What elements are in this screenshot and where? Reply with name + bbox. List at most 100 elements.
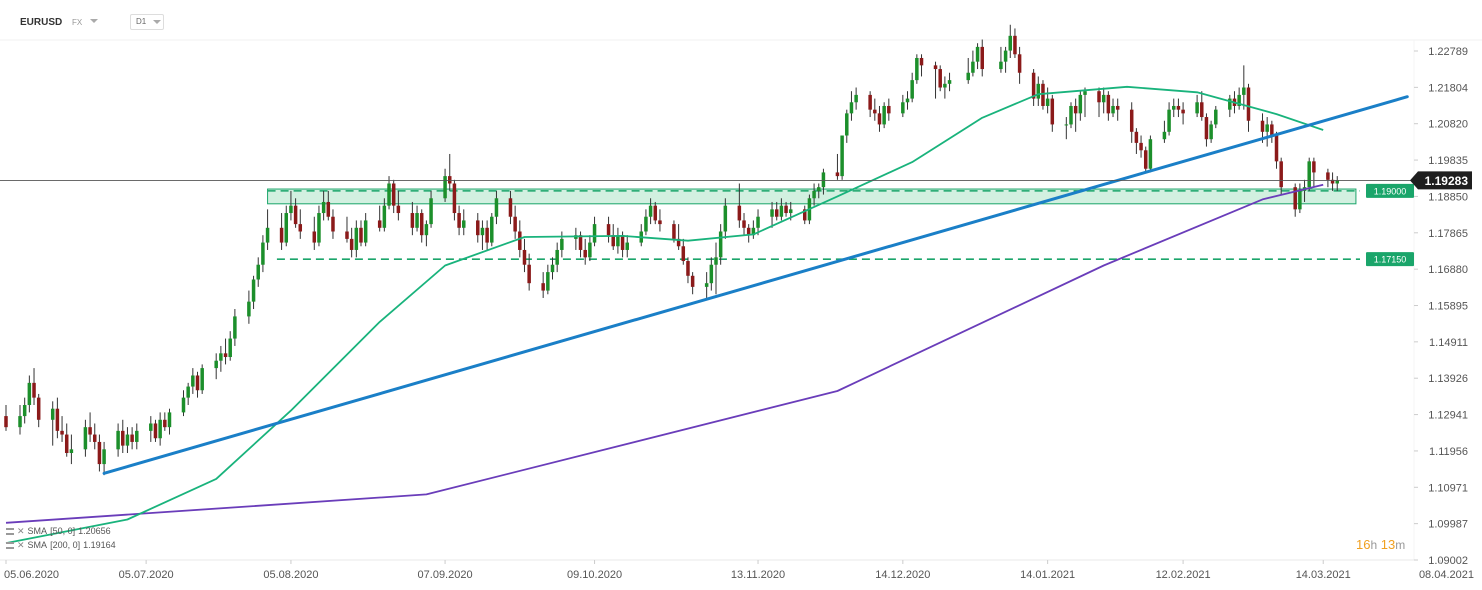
candle-body: [345, 231, 349, 239]
indicator-value: 1.19164: [83, 540, 116, 550]
candle: [915, 54, 919, 84]
sma-50-line: [5, 85, 1324, 544]
candle: [1078, 91, 1083, 121]
candle-body: [1274, 135, 1279, 162]
candle: [910, 72, 914, 103]
candle-body: [1298, 190, 1302, 210]
x-tick-label: 07.09.2020: [418, 569, 473, 581]
y-tick-label: 1.09987: [1428, 519, 1468, 531]
candle-body: [1041, 83, 1045, 106]
level-price-label: 1.19000: [1374, 186, 1407, 196]
candle-body: [802, 209, 807, 221]
candle-body: [22, 405, 27, 417]
candle: [513, 205, 517, 239]
candle-body: [476, 220, 480, 236]
market-label: FX: [72, 18, 83, 27]
timeframe-select[interactable]: D1: [130, 14, 164, 30]
candle: [1129, 102, 1134, 143]
candle-body: [751, 227, 756, 236]
timeframe-label: D1: [136, 17, 147, 26]
candle-body: [363, 220, 368, 243]
countdown-hours-unit: h: [1370, 538, 1378, 552]
candle-body: [1073, 105, 1078, 114]
candle: [625, 235, 629, 258]
candle: [1209, 120, 1213, 143]
trendline: [102, 95, 1409, 475]
x-tick-label: 05.06.2020: [4, 569, 59, 581]
candle-body: [359, 227, 363, 243]
candle: [644, 209, 648, 236]
candle: [541, 272, 545, 298]
menu-icon[interactable]: [6, 542, 14, 549]
candle-body: [116, 430, 120, 450]
candle-body: [1106, 94, 1111, 114]
candle: [919, 54, 924, 77]
candle: [821, 168, 826, 195]
candle: [546, 264, 550, 295]
candle-body: [1228, 98, 1232, 110]
candle: [251, 275, 256, 310]
candle-body: [4, 416, 8, 428]
candle-body: [873, 109, 877, 114]
candle: [756, 209, 760, 236]
candle: [751, 220, 756, 239]
candle-body: [718, 231, 723, 258]
sma-200-line: [5, 183, 1324, 524]
symbol-label[interactable]: EURUSD: [20, 17, 63, 28]
y-tick-label: 1.17865: [1428, 228, 1468, 240]
menu-icon[interactable]: [6, 528, 14, 535]
candle: [1312, 157, 1316, 188]
candle: [279, 213, 284, 250]
candle-body: [658, 220, 662, 225]
candle-body: [1143, 150, 1148, 169]
candle: [947, 72, 952, 92]
candle-body: [1270, 124, 1274, 136]
candle-body: [88, 427, 92, 435]
candle-body: [1129, 109, 1134, 132]
candle-body: [550, 264, 555, 273]
sma-200: [5, 183, 1324, 524]
candle-body: [788, 209, 793, 214]
candle: [135, 423, 139, 450]
candle: [1031, 69, 1036, 106]
candle: [690, 272, 695, 295]
candle-body: [905, 98, 910, 103]
legend-item-sma200[interactable]: ✕ SMA [200, 0] 1.19164: [6, 538, 119, 552]
candle-body: [933, 65, 938, 70]
legend-item-sma50[interactable]: ✕ SMA [50, 0] 1.20656: [6, 524, 119, 538]
candle-body: [349, 238, 354, 250]
candle-body: [1214, 109, 1218, 125]
close-icon[interactable]: ✕: [17, 526, 25, 536]
candle: [704, 272, 709, 298]
candle: [658, 209, 662, 232]
chevron-down-icon[interactable]: [90, 19, 98, 23]
candle: [377, 205, 382, 232]
candle-body: [480, 227, 485, 236]
candle: [490, 213, 494, 247]
candle-body: [901, 102, 905, 114]
candle-body: [83, 427, 88, 450]
candle-body: [1181, 109, 1185, 114]
close-icon[interactable]: ✕: [17, 540, 25, 550]
y-tick-label: 1.16880: [1428, 264, 1468, 276]
candle: [901, 94, 905, 118]
candle: [527, 253, 531, 291]
y-tick-label: 1.12941: [1428, 410, 1468, 422]
candle: [938, 65, 942, 92]
candle: [167, 408, 172, 435]
candle: [508, 190, 513, 225]
candle: [22, 397, 27, 424]
candle: [1307, 157, 1311, 191]
trendline-line: [102, 95, 1409, 475]
candle-body: [840, 135, 844, 177]
candle-body: [191, 375, 195, 387]
candle: [452, 179, 457, 221]
candle: [873, 98, 877, 121]
candle: [195, 371, 200, 398]
candle-body: [158, 419, 162, 439]
candle-body: [882, 105, 886, 125]
candle: [1148, 135, 1153, 173]
x-tick-label: 09.10.2020: [567, 569, 622, 581]
candle: [331, 209, 335, 239]
